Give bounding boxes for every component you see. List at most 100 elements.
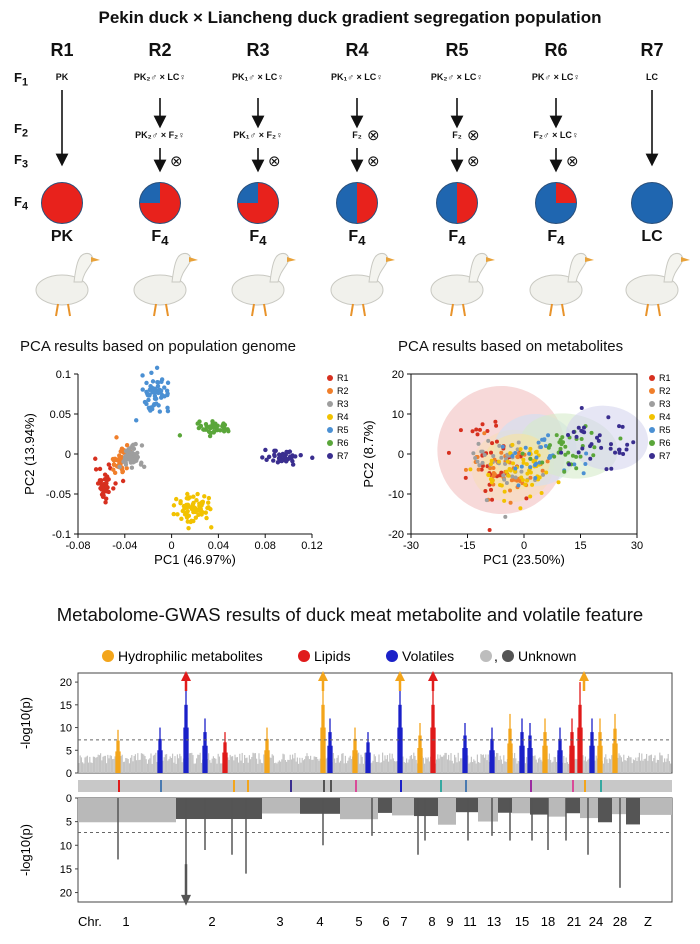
pca-point <box>625 442 630 447</box>
legend-label: R5 <box>337 425 349 435</box>
selfing-icon: ⊗ <box>467 153 480 170</box>
pca-point <box>129 455 134 460</box>
pca-point <box>519 475 524 480</box>
pca-point <box>621 451 626 456</box>
selfing-icon: ⊗ <box>268 153 281 170</box>
pca-point <box>178 499 183 504</box>
pca-point <box>528 446 533 451</box>
pca-point <box>206 500 211 505</box>
y-tick-label: 0 <box>66 793 72 805</box>
pca-point <box>543 443 548 448</box>
row-label-r1: R1 <box>50 40 74 60</box>
pca-point <box>93 467 99 472</box>
pca-point <box>195 491 200 497</box>
ancestry-pie-5 <box>436 182 478 224</box>
pca-point <box>559 442 564 447</box>
pca-point <box>537 475 542 480</box>
pca-point <box>204 515 209 521</box>
pca-point <box>129 465 135 470</box>
pca-point <box>490 497 495 502</box>
pca-point <box>536 440 541 445</box>
pca-point <box>540 468 545 473</box>
pca-point <box>520 451 525 456</box>
pca-point <box>584 451 589 456</box>
pca-point <box>528 465 533 470</box>
pca-point <box>592 445 597 450</box>
pca-point <box>298 452 303 458</box>
pca-point <box>484 498 489 503</box>
overflow-arrow-icon <box>395 671 405 681</box>
pca-point <box>480 463 485 468</box>
pca-point <box>609 442 614 447</box>
x-tick-label: -15 <box>460 540 476 552</box>
pca-point <box>151 388 157 394</box>
y-tick-label: -20 <box>388 529 404 541</box>
pca-point <box>604 467 609 472</box>
breed-name-2: F4 <box>151 228 169 249</box>
pca-point <box>540 460 545 465</box>
pca-point <box>519 464 524 469</box>
overflow-arrow-icon <box>181 671 191 681</box>
pca-point <box>471 451 476 456</box>
breed-name-7: LC <box>641 228 663 245</box>
chr-tick-label: 15 <box>515 914 529 929</box>
pca-point <box>566 450 571 455</box>
row-label-r5: R5 <box>445 40 469 60</box>
chr-tick-label: 9 <box>446 914 453 929</box>
pca-point <box>177 433 183 438</box>
pca-point <box>559 450 564 455</box>
f2-cross-6: F₂♂ × LC♀ <box>533 130 579 140</box>
pca-point <box>263 447 268 453</box>
duck-image <box>231 253 296 317</box>
pca-point <box>534 455 539 460</box>
pca-point <box>124 466 129 471</box>
f2-cross-2: PK₂♂ × F₂♀ <box>135 130 185 140</box>
pca-point <box>502 489 507 494</box>
pca-point <box>148 408 153 413</box>
pca-point <box>527 451 532 456</box>
pca-point <box>165 408 171 414</box>
legend-marker <box>502 650 514 662</box>
pca-point <box>490 441 495 446</box>
y-axis-label: -log10(p) <box>18 697 33 749</box>
pca-point <box>144 401 149 407</box>
chr-tick-label: 11 <box>463 914 477 929</box>
chr-tick-label: 24 <box>589 914 603 929</box>
y-tick-label: -10 <box>388 489 404 501</box>
pca-point <box>146 397 151 403</box>
chr-tick-label: 6 <box>382 914 389 929</box>
f1-cross-2: PK₂♂ × LC♀ <box>133 72 187 82</box>
pca-point <box>162 385 167 390</box>
pca-point <box>515 447 520 452</box>
pca-point <box>631 440 636 445</box>
pca-point <box>282 455 288 461</box>
chromosome-block <box>438 798 456 825</box>
pca-point <box>103 500 108 505</box>
pca-point <box>579 436 584 441</box>
f1-cross-6: PK♂ × LC♀ <box>531 72 581 82</box>
pca-point <box>567 462 572 467</box>
pca-point <box>570 453 575 458</box>
chromosome-block <box>498 798 512 813</box>
x-tick-label: -30 <box>403 540 419 552</box>
x-axis-label: PC1 (23.50%) <box>483 552 565 567</box>
pca-point <box>494 423 499 428</box>
legend-marker <box>327 440 333 446</box>
pca-point <box>494 439 499 444</box>
pca-point <box>95 481 101 486</box>
pca-point <box>120 469 126 474</box>
x-axis-label: PC1 (46.97%) <box>154 552 236 567</box>
pca-point <box>591 453 596 458</box>
pca-point <box>185 491 190 497</box>
f1-cross-1: PK <box>55 72 69 82</box>
pca-point <box>524 496 529 501</box>
pca-point <box>486 438 491 443</box>
pca-point <box>533 475 538 480</box>
pca-point <box>485 428 490 433</box>
legend-marker <box>649 440 655 446</box>
pca-point <box>310 455 315 460</box>
pca-point <box>479 449 484 454</box>
pca-point <box>491 466 496 471</box>
pca-point <box>489 458 494 463</box>
pca-point <box>624 447 629 452</box>
